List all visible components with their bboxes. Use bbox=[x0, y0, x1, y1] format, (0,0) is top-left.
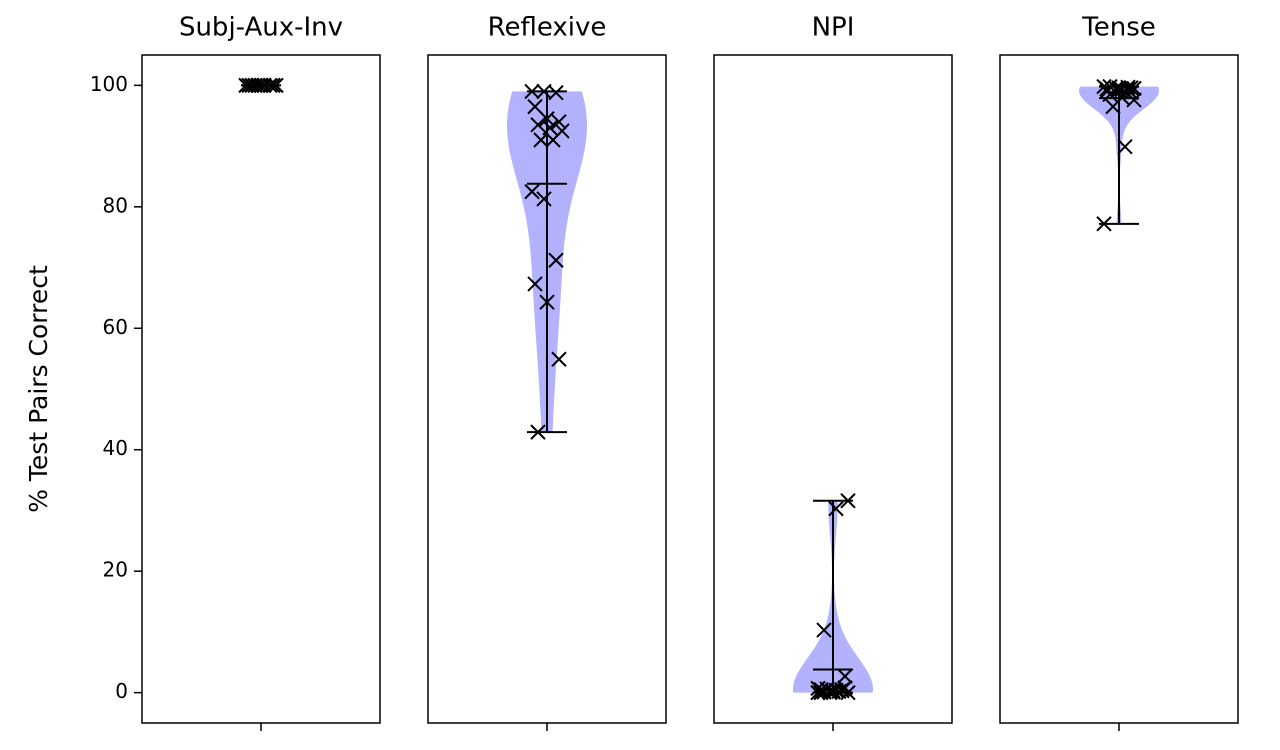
point bbox=[1096, 216, 1112, 232]
point bbox=[524, 83, 540, 100]
point bbox=[530, 117, 546, 133]
point bbox=[527, 98, 543, 115]
point bbox=[533, 132, 549, 148]
point bbox=[828, 500, 844, 517]
panel-title: NPI bbox=[812, 13, 855, 43]
point bbox=[1117, 138, 1133, 155]
point bbox=[551, 114, 567, 130]
point bbox=[1114, 81, 1130, 98]
point bbox=[1111, 82, 1127, 98]
y-tick-label: 60 bbox=[103, 315, 128, 339]
point bbox=[810, 680, 826, 697]
point bbox=[545, 132, 561, 148]
point bbox=[837, 668, 853, 684]
panel-title: Subj-Aux-Inv bbox=[179, 13, 343, 43]
y-tick-label: 100 bbox=[90, 72, 128, 96]
panel-frame bbox=[141, 54, 381, 724]
panel-title: Reflexive bbox=[488, 13, 607, 43]
point bbox=[548, 84, 564, 101]
point bbox=[268, 77, 284, 94]
point bbox=[1102, 78, 1118, 95]
point bbox=[840, 493, 856, 509]
point bbox=[527, 276, 543, 292]
point bbox=[816, 622, 832, 638]
point bbox=[551, 351, 567, 367]
point bbox=[1126, 80, 1142, 97]
point bbox=[241, 77, 257, 94]
y-axis-label: % Test Pairs Correct bbox=[24, 265, 53, 513]
point bbox=[244, 77, 260, 94]
point bbox=[536, 83, 552, 100]
point bbox=[1105, 98, 1121, 115]
point bbox=[1123, 80, 1139, 96]
point bbox=[536, 191, 552, 207]
point bbox=[247, 77, 263, 94]
point bbox=[542, 120, 558, 136]
y-tick-label: 0 bbox=[115, 679, 128, 703]
panel-title: Tense bbox=[1081, 13, 1155, 43]
y-tick-label: 80 bbox=[103, 193, 128, 217]
point bbox=[524, 183, 540, 200]
point bbox=[813, 681, 829, 698]
point bbox=[539, 111, 555, 127]
y-tick-label: 20 bbox=[103, 558, 128, 582]
point bbox=[530, 424, 546, 440]
y-tick-label: 40 bbox=[103, 436, 128, 460]
point bbox=[539, 294, 555, 310]
point bbox=[825, 684, 841, 700]
point bbox=[548, 252, 564, 268]
point bbox=[1126, 92, 1142, 108]
